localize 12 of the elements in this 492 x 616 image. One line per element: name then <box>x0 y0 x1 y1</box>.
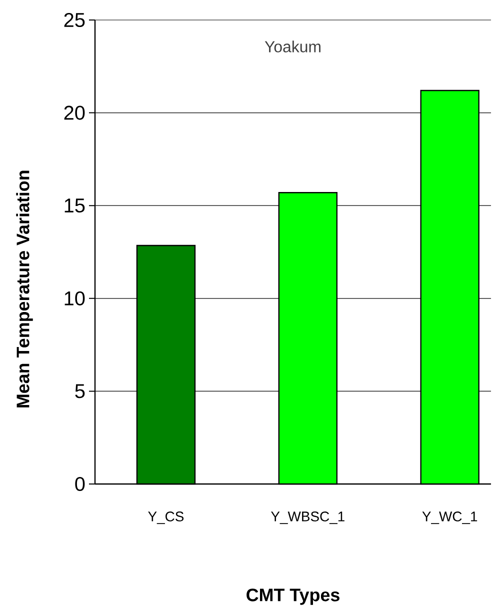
text: Yoakum <box>265 40 321 52</box>
y-tick-label: 0 <box>75 476 85 492</box>
y-axis-title: Mean Temperature Variation <box>16 170 34 408</box>
x-tick-label: Y_CS <box>148 512 184 524</box>
y-tick-label: 25 <box>64 12 85 28</box>
x-tick-label: Y_WC_1 <box>422 512 478 524</box>
x-axis-title: CMT Types <box>246 588 340 605</box>
y-tick-label: 5 <box>75 384 85 398</box>
y-tick-label: 20 <box>64 106 85 120</box>
y-tick-label: 15 <box>65 198 85 213</box>
y-tick-label: 10 <box>65 291 85 306</box>
x-tick-label: Y_WBSC_1 <box>271 512 345 524</box>
